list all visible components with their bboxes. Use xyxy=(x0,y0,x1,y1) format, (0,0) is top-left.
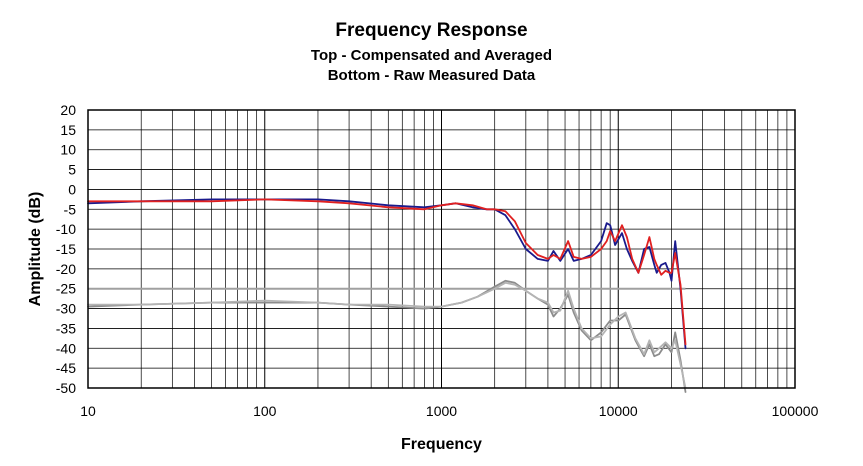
y-tick-label: -50 xyxy=(56,380,76,396)
y-tick-label: -10 xyxy=(56,221,76,237)
x-tick-labels: 10 100 1000 10000 100000 xyxy=(80,403,818,419)
x-tick-label: 100 xyxy=(253,403,277,419)
series-raw-l xyxy=(87,279,687,393)
y-tick-label: -5 xyxy=(64,201,77,217)
y-tick-label: -40 xyxy=(56,340,76,356)
y-tick-label: -30 xyxy=(56,301,76,317)
series-raw-r xyxy=(87,281,687,389)
plot-frame xyxy=(87,109,796,389)
y-tick-label: -15 xyxy=(56,241,76,257)
x-axis-label: Frequency xyxy=(401,436,482,453)
series-compensated-r xyxy=(87,198,687,346)
x-tick-label: 10000 xyxy=(599,403,638,419)
y-tick-label: 15 xyxy=(60,122,76,138)
y-tick-label: 10 xyxy=(60,142,76,158)
y-tick-label: -45 xyxy=(56,360,76,376)
x-tick-label: 100000 xyxy=(772,403,819,419)
y-tick-label: 20 xyxy=(60,102,76,118)
y-tick-label: -25 xyxy=(56,281,76,297)
y-axis-label: Amplitude (dB) xyxy=(27,192,44,307)
y-tick-label: 5 xyxy=(68,162,76,178)
x-tick-label: 1000 xyxy=(426,403,457,419)
chart-subtitle-bottom: Bottom - Raw Measured Data xyxy=(327,67,536,84)
chart-title: Frequency Response xyxy=(335,20,528,41)
y-tick-label: 0 xyxy=(68,181,76,197)
grid-lines xyxy=(87,109,795,389)
x-tick-label: 10 xyxy=(80,403,96,419)
chart-subtitle-top: Top - Compensated and Averaged xyxy=(310,47,553,64)
series-compensated-l xyxy=(87,198,687,350)
series-group xyxy=(87,198,687,393)
y-tick-label: -20 xyxy=(56,261,76,277)
y-tick-labels: 20 15 10 5 0 -5 -10 -15 -20 -25 -30 -35 -40 -45 -50 xyxy=(56,102,76,396)
y-tick-label: -35 xyxy=(56,320,76,336)
